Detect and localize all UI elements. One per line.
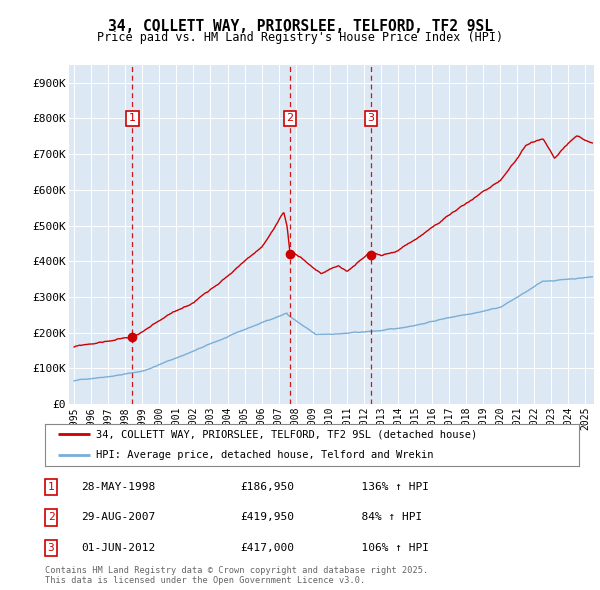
Text: £419,950: £419,950 — [240, 513, 294, 522]
Text: 106% ↑ HPI: 106% ↑ HPI — [348, 543, 429, 553]
Text: 136% ↑ HPI: 136% ↑ HPI — [348, 482, 429, 491]
Text: 3: 3 — [368, 113, 374, 123]
Text: HPI: Average price, detached house, Telford and Wrekin: HPI: Average price, detached house, Telf… — [96, 451, 433, 460]
Text: 2: 2 — [286, 113, 293, 123]
Text: 3: 3 — [47, 543, 55, 553]
Text: £186,950: £186,950 — [240, 482, 294, 491]
Text: 1: 1 — [47, 482, 55, 491]
Text: £417,000: £417,000 — [240, 543, 294, 553]
Text: 28-MAY-1998: 28-MAY-1998 — [81, 482, 155, 491]
Text: Contains HM Land Registry data © Crown copyright and database right 2025.
This d: Contains HM Land Registry data © Crown c… — [45, 566, 428, 585]
Text: 01-JUN-2012: 01-JUN-2012 — [81, 543, 155, 553]
Text: Price paid vs. HM Land Registry's House Price Index (HPI): Price paid vs. HM Land Registry's House … — [97, 31, 503, 44]
Text: 34, COLLETT WAY, PRIORSLEE, TELFORD, TF2 9SL: 34, COLLETT WAY, PRIORSLEE, TELFORD, TF2… — [107, 19, 493, 34]
Text: 1: 1 — [129, 113, 136, 123]
Text: 2: 2 — [47, 513, 55, 522]
Text: 84% ↑ HPI: 84% ↑ HPI — [348, 513, 422, 522]
Text: 29-AUG-2007: 29-AUG-2007 — [81, 513, 155, 522]
Text: 34, COLLETT WAY, PRIORSLEE, TELFORD, TF2 9SL (detached house): 34, COLLETT WAY, PRIORSLEE, TELFORD, TF2… — [96, 430, 477, 439]
